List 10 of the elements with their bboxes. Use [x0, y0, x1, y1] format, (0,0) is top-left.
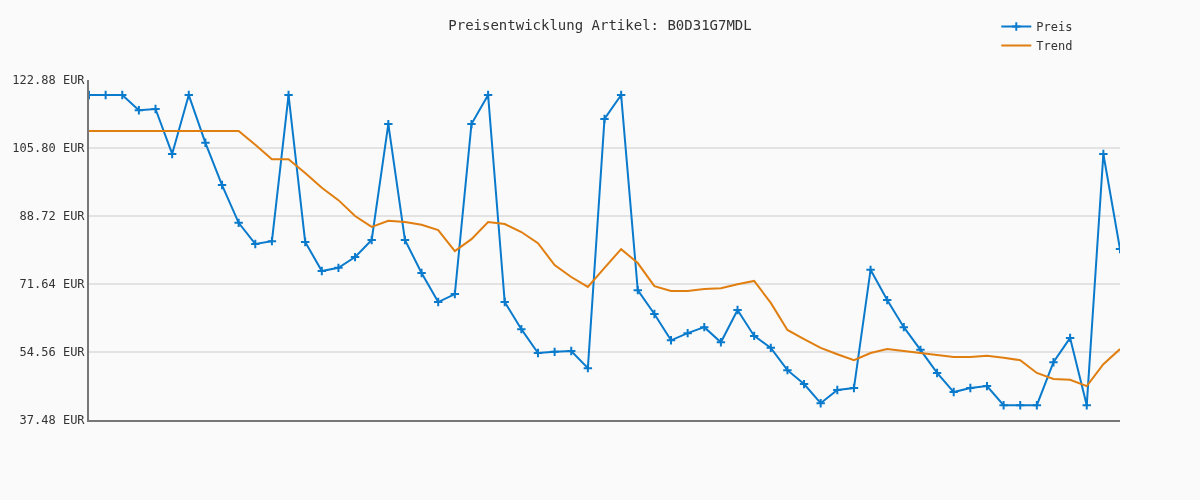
legend-label: Trend [1036, 39, 1073, 54]
y-tick-label: 37.48 EUR [19, 413, 86, 428]
y-tick-label: 71.64 EUR [19, 277, 86, 292]
line-series [89, 129, 1120, 388]
y-tick-label: 54.56 EUR [19, 345, 86, 360]
legend-label: Preis [1036, 20, 1073, 35]
y-tick-label: 122.88 EUR [12, 73, 86, 88]
y-tick-label: 105.80 EUR [12, 141, 86, 156]
chart-title: Preisentwicklung Artikel: B0D31G7MDL [448, 16, 752, 33]
y-tick-label: 88.72 EUR [19, 209, 86, 224]
